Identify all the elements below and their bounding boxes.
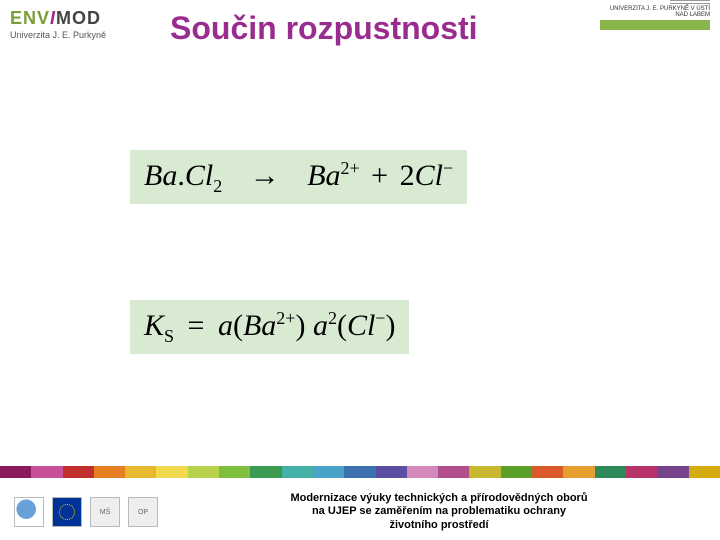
logo-subtitle: Univerzita J. E. Purkyně bbox=[10, 30, 106, 40]
color-strip-segment bbox=[376, 466, 407, 478]
eq1-rhs-coef: 2 bbox=[400, 159, 415, 192]
eq2-p1o: ( bbox=[233, 309, 243, 342]
eq1-lhs-sub: 2 bbox=[213, 176, 222, 196]
color-strip-segment bbox=[469, 466, 500, 478]
eq2-a2: a bbox=[313, 309, 328, 342]
footer-logos: MŠ OP bbox=[0, 497, 158, 527]
footer: MŠ OP Modernizace výuky technických a př… bbox=[0, 484, 720, 540]
color-strip-segment bbox=[689, 466, 720, 478]
eq1-rhs-cl-sup: − bbox=[443, 158, 453, 178]
color-strip-segment bbox=[595, 466, 626, 478]
logo-part-env: ENV bbox=[10, 8, 50, 28]
esf-logo-icon bbox=[14, 497, 44, 527]
color-strip-segment bbox=[626, 466, 657, 478]
color-strip-segment bbox=[219, 466, 250, 478]
footer-text: Modernizace výuky technických a přírodov… bbox=[158, 492, 720, 532]
eq2-equals: = bbox=[182, 309, 211, 342]
color-strip-segment bbox=[94, 466, 125, 478]
equation-2-wrap: KS = a(Ba2+) a2(Cl−) bbox=[130, 300, 409, 354]
eq2-p1c: ) bbox=[295, 309, 305, 342]
logo-right-text: UNIVERZITA J. E. PURKYNĚ V ÚSTÍ NAD LABE… bbox=[600, 6, 710, 18]
footer-line1: Modernizace výuky technických a přírodov… bbox=[168, 492, 710, 505]
eq1-rhs-ba-sup: 2+ bbox=[341, 158, 360, 178]
eq2-K: K bbox=[144, 309, 164, 342]
color-strip-segment bbox=[657, 466, 688, 478]
eq2-Ksub: S bbox=[164, 326, 174, 346]
eq2-ion1-sup: 2+ bbox=[276, 308, 295, 328]
eq1-rhs-ba: Ba bbox=[307, 159, 340, 192]
color-strip-segment bbox=[282, 466, 313, 478]
eq2-ion1: Ba bbox=[243, 309, 276, 342]
eq2-p2c: ) bbox=[385, 309, 395, 342]
color-strip-segment bbox=[31, 466, 62, 478]
color-strip-segment bbox=[407, 466, 438, 478]
equation-1-wrap: Ba.Cl2 → Ba2+ + 2Cl− bbox=[130, 150, 467, 204]
eq2-ion2-sup: − bbox=[375, 308, 385, 328]
color-strip-segment bbox=[501, 466, 532, 478]
color-strip-segment bbox=[0, 466, 31, 478]
equation-1: Ba.Cl2 → Ba2+ + 2Cl− bbox=[130, 150, 467, 204]
slide-header: ENVIMOD Univerzita J. E. Purkyně Součin … bbox=[0, 0, 720, 60]
color-strip-segment bbox=[532, 466, 563, 478]
color-strip-segment bbox=[63, 466, 94, 478]
logo-right-stripes bbox=[670, 0, 710, 6]
eu-flag-icon bbox=[52, 497, 82, 527]
eq1-dot: . bbox=[177, 159, 185, 192]
logo-university-right: UNIVERZITA J. E. PURKYNĚ V ÚSTÍ NAD LABE… bbox=[600, 6, 710, 30]
color-strip bbox=[0, 466, 720, 478]
logo-part-mod: MOD bbox=[56, 8, 101, 28]
eq1-arrow: → bbox=[230, 159, 300, 192]
color-strip-segment bbox=[188, 466, 219, 478]
eq2-p2o: ( bbox=[337, 309, 347, 342]
footer-line3: životního prostředí bbox=[168, 519, 710, 532]
slide-title: Součin rozpustnosti bbox=[170, 10, 478, 47]
equation-2: KS = a(Ba2+) a2(Cl−) bbox=[130, 300, 409, 354]
eq2-a2-sup: 2 bbox=[328, 308, 337, 328]
footer-line2: na UJEP se zaměřením na problematiku och… bbox=[168, 505, 710, 518]
logo-right-bar bbox=[600, 20, 710, 30]
color-strip-segment bbox=[344, 466, 375, 478]
color-strip-segment bbox=[563, 466, 594, 478]
eq1-plus: + bbox=[367, 159, 392, 192]
eq1-rhs-cl: Cl bbox=[415, 159, 443, 192]
eq2-ion2: Cl bbox=[347, 309, 375, 342]
ministry-logo-icon: MŠ bbox=[90, 497, 120, 527]
color-strip-segment bbox=[438, 466, 469, 478]
color-strip-segment bbox=[156, 466, 187, 478]
logo-envimod-block: ENVIMOD Univerzita J. E. Purkyně bbox=[10, 8, 106, 40]
logo-envimod: ENVIMOD bbox=[10, 8, 106, 29]
color-strip-segment bbox=[313, 466, 344, 478]
color-strip-segment bbox=[250, 466, 281, 478]
eq1-lhs-cl: Cl bbox=[185, 159, 213, 192]
op-vk-logo-icon: OP bbox=[128, 497, 158, 527]
eq2-a1: a bbox=[218, 309, 233, 342]
eq1-lhs-ba: Ba bbox=[144, 159, 177, 192]
color-strip-segment bbox=[125, 466, 156, 478]
